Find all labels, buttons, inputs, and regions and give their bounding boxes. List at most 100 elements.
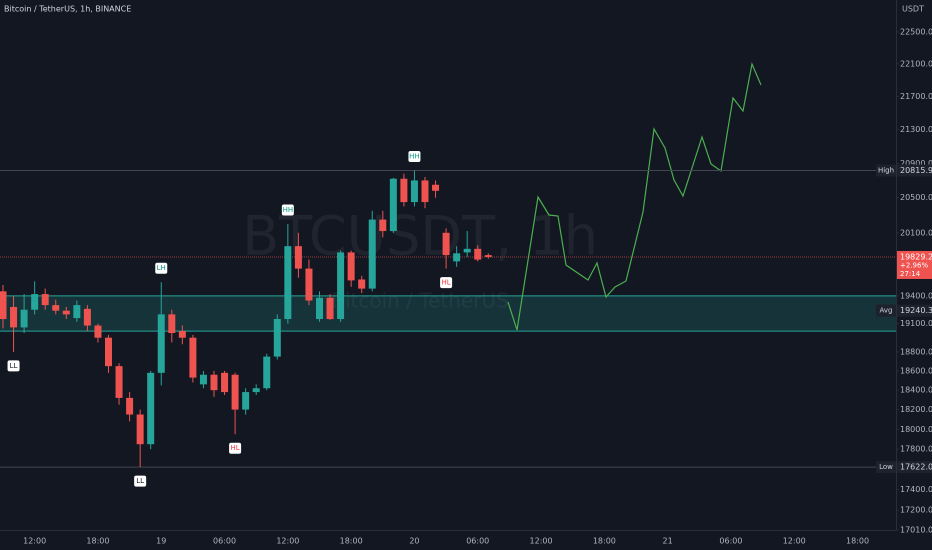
x-tick-label: 19 xyxy=(156,537,166,546)
candle-body xyxy=(453,253,461,262)
last-price-value: 19829.28 xyxy=(900,252,932,261)
price-line-tag xyxy=(876,164,896,177)
annotation-label: LL xyxy=(10,362,18,370)
x-tick-label: 18:00 xyxy=(340,537,363,546)
y-tick-label: 20500.00 xyxy=(900,193,932,202)
y-tick-label: 20100.00 xyxy=(900,228,932,237)
y-tick-label: 19100.00 xyxy=(900,319,932,328)
y-tick-label: 19400.00 xyxy=(900,291,932,300)
candle-body xyxy=(62,310,70,315)
candle-body xyxy=(94,325,102,338)
x-tick-label: 18:00 xyxy=(86,537,109,546)
y-tick-label: 18200.00 xyxy=(900,405,932,414)
candle-body xyxy=(199,374,207,385)
watermark-subtitle: Bitcoin / TetherUS xyxy=(331,289,509,313)
annotation-box xyxy=(281,204,294,216)
price-line-value-box xyxy=(897,304,932,317)
x-tick-label: 12:00 xyxy=(23,537,46,546)
y-tick-label: 17400.00 xyxy=(900,485,932,494)
annotation-box xyxy=(155,262,168,274)
y-tick-label: 18000.00 xyxy=(900,425,932,434)
candle-body xyxy=(474,248,482,260)
price-line-value: 17622.00 xyxy=(900,463,932,472)
candle-body xyxy=(178,331,186,338)
y-tick-label: 21300.00 xyxy=(900,125,932,134)
candle-body xyxy=(20,309,28,328)
candle-body xyxy=(147,372,155,445)
y-tick-label: 17800.00 xyxy=(900,445,932,454)
x-tick-label: 06:00 xyxy=(466,537,489,546)
candle-body xyxy=(252,388,260,393)
candle-body xyxy=(379,219,387,232)
projection-drawing xyxy=(507,61,762,331)
x-tick-label: 12:00 xyxy=(783,537,806,546)
price-line-label: Low xyxy=(879,463,893,471)
candle-body xyxy=(368,219,376,289)
price-line-tag xyxy=(876,304,896,317)
y-tick-label: 21700.00 xyxy=(900,92,932,101)
chart-title: Bitcoin / TetherUS, 1h, BINANCE xyxy=(4,5,131,14)
y-tick-label: 18400.00 xyxy=(900,386,932,395)
x-tick-label: 12:00 xyxy=(276,537,299,546)
candle-body xyxy=(115,366,123,398)
annotation-box xyxy=(229,442,242,454)
price-line-label: Avg xyxy=(880,307,893,315)
y-tick-label: 22500.00 xyxy=(900,27,932,36)
last-price-change: +2.96% xyxy=(900,261,928,269)
x-tick-label: 20 xyxy=(409,537,419,546)
price-line-value-box xyxy=(897,461,932,474)
candle-body xyxy=(463,248,471,253)
candle-body xyxy=(358,279,366,289)
candle-body xyxy=(157,314,165,373)
candle-body xyxy=(83,308,91,326)
candle-body xyxy=(52,305,60,311)
annotation-label: LH xyxy=(157,264,166,272)
candle-body xyxy=(305,268,313,301)
candle-body xyxy=(10,306,18,328)
price-line-value: 20815.95 xyxy=(900,166,932,175)
candle-body xyxy=(168,314,176,334)
annotation-label: HH xyxy=(283,206,294,214)
candle-body xyxy=(221,372,229,393)
price-line-value: 19240.31 xyxy=(900,306,932,315)
candle-body xyxy=(432,184,440,191)
annotation-box xyxy=(134,475,147,487)
candle-body xyxy=(484,255,492,257)
candle-body xyxy=(136,414,144,445)
candle-body xyxy=(210,374,218,391)
y-tick-label: 17010.00 xyxy=(900,526,932,535)
candle-body xyxy=(442,232,450,256)
candle-body xyxy=(316,297,323,320)
y-tick-label: 18600.00 xyxy=(900,366,932,375)
candle-body xyxy=(31,294,39,310)
last-price-countdown: 27:14 xyxy=(900,270,921,278)
annotation-box xyxy=(408,151,421,163)
candle-body xyxy=(263,356,271,389)
price-line-value-box xyxy=(897,164,932,177)
y-tick-label: 20900.00 xyxy=(900,159,932,168)
candle-body xyxy=(389,178,397,232)
candle-body xyxy=(189,337,197,378)
candle-body xyxy=(284,246,292,320)
x-tick-label: 12:00 xyxy=(530,537,553,546)
x-tick-label: 18:00 xyxy=(593,537,616,546)
y-unit: USDT xyxy=(902,5,924,14)
candle-body xyxy=(105,337,112,367)
candle-body xyxy=(73,305,81,319)
annotation-label: HL xyxy=(231,444,240,452)
candle-body xyxy=(231,374,239,410)
annotation-label: HL xyxy=(442,279,451,287)
candle-body xyxy=(242,392,250,410)
annotation-label: HH xyxy=(409,153,420,161)
price-line-tag xyxy=(876,461,896,474)
annotation-box xyxy=(440,277,453,289)
candle-body xyxy=(294,246,302,269)
candle-body xyxy=(326,297,334,320)
zone-layer xyxy=(0,295,896,332)
candle-body xyxy=(0,291,7,320)
price-line-label: High xyxy=(878,167,894,175)
candle-body xyxy=(421,180,429,203)
candle-body xyxy=(337,252,345,320)
